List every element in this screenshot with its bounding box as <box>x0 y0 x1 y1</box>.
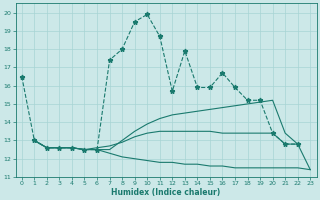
X-axis label: Humidex (Indice chaleur): Humidex (Indice chaleur) <box>111 188 221 197</box>
